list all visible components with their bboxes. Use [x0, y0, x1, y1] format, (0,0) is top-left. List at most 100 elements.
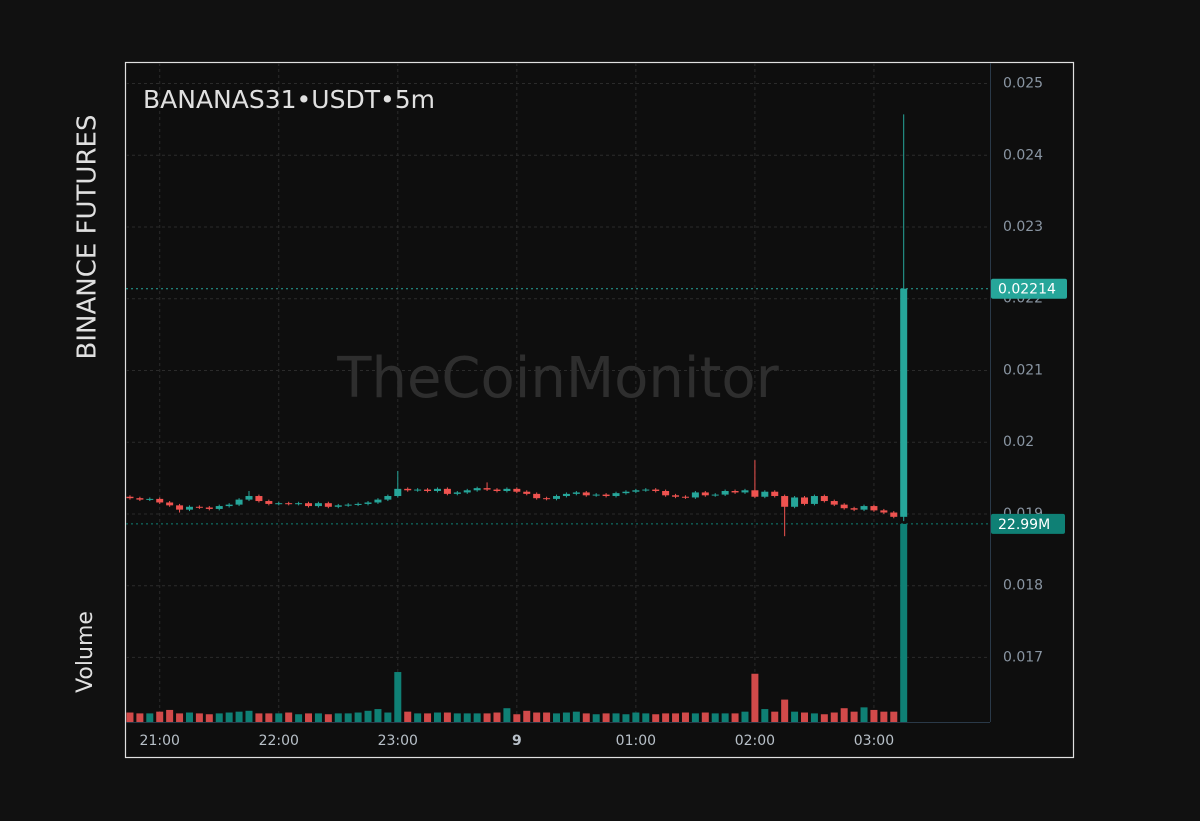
- candle-body: [245, 496, 253, 500]
- candle-body: [433, 488, 441, 491]
- volume-bar: [255, 713, 263, 722]
- volume-bar: [592, 714, 600, 722]
- volume-bar: [721, 713, 729, 722]
- candle-body: [840, 504, 848, 509]
- candle-body: [523, 491, 531, 494]
- volume-bar: [394, 672, 402, 722]
- candle-body: [592, 494, 600, 496]
- candle-body: [156, 498, 164, 503]
- candle-body: [582, 492, 590, 496]
- volume-bar: [433, 712, 441, 722]
- candle-body: [810, 496, 818, 504]
- x-tick-label: 9: [512, 733, 522, 749]
- candle-body: [463, 490, 471, 493]
- y-tick-label: 0.018: [1003, 578, 1043, 594]
- candle-body: [255, 496, 263, 502]
- volume-bar: [701, 712, 709, 722]
- candle-body: [275, 503, 283, 505]
- volume-bar: [473, 713, 481, 722]
- candle-body: [850, 508, 858, 510]
- candle-body: [374, 499, 382, 503]
- candle-body: [533, 493, 541, 499]
- volume-bar: [890, 711, 898, 722]
- candle-body: [235, 499, 243, 505]
- candle-body: [602, 494, 610, 497]
- volume-bar: [354, 712, 362, 722]
- y-tick-label: 0.02: [1003, 434, 1034, 450]
- volume-bar: [543, 712, 551, 722]
- volume-bar: [761, 709, 769, 722]
- candle-body: [483, 488, 491, 490]
- candle-body: [344, 504, 352, 506]
- last-price-tag: [991, 278, 1067, 299]
- candle-body: [503, 488, 511, 491]
- y-tick-label: 0.017: [1003, 649, 1043, 665]
- candle-body: [672, 495, 680, 497]
- volume-bar: [513, 714, 521, 722]
- candle-body: [830, 501, 838, 505]
- candle-body: [562, 493, 570, 497]
- candle-body: [880, 510, 888, 513]
- candle-body: [384, 496, 392, 500]
- candle-body: [314, 503, 322, 507]
- candle-body: [166, 502, 174, 506]
- last-volume-label: 22.99M: [998, 517, 1050, 533]
- y-tick-label: 0.025: [1003, 76, 1043, 92]
- volume-bar: [414, 713, 422, 722]
- volume-bar: [602, 713, 610, 722]
- volume-bar: [771, 711, 779, 722]
- volume-bar: [334, 713, 342, 722]
- candle-body: [453, 492, 461, 494]
- candle-body: [136, 498, 144, 500]
- volume-bar: [314, 713, 322, 722]
- candle-body: [622, 491, 630, 494]
- volume-bar: [672, 713, 680, 722]
- volume-bar: [195, 713, 203, 722]
- candle-body: [890, 512, 898, 517]
- volume-bar: [860, 707, 868, 722]
- volume-bar: [235, 711, 243, 722]
- candle-body: [205, 507, 213, 509]
- candle-body: [681, 496, 689, 498]
- volume-bar: [880, 711, 888, 722]
- candle-body: [513, 488, 521, 492]
- candle-body: [820, 496, 828, 502]
- candle-body: [870, 506, 878, 511]
- volume-bar: [820, 714, 828, 722]
- volume-bar: [731, 713, 739, 722]
- candle-body: [305, 503, 313, 507]
- volume-bar: [225, 712, 233, 722]
- last-volume-tag: [991, 513, 1065, 534]
- candle-body: [176, 505, 184, 510]
- volume-bar: [612, 713, 620, 722]
- volume-bar: [344, 713, 352, 722]
- candle-body: [414, 489, 422, 491]
- volume-bar: [711, 713, 719, 722]
- volume-bar: [493, 712, 501, 722]
- chart-title: BANANAS31•USDT•5m: [143, 85, 435, 114]
- candle-body: [662, 491, 670, 496]
- candle-body: [354, 503, 362, 505]
- candle-body: [860, 506, 868, 510]
- volume-bar: [295, 714, 303, 722]
- volume-bar: [443, 712, 451, 722]
- candle-body: [691, 492, 699, 498]
- candle-body: [701, 492, 709, 496]
- x-tick-label: 03:00: [854, 733, 894, 749]
- volume-bar: [791, 711, 799, 722]
- candle-body: [572, 492, 580, 494]
- y-tick-label: 0.021: [1003, 362, 1043, 378]
- volume-bar: [384, 712, 392, 722]
- candle-body: [215, 506, 223, 509]
- volume-bar: [275, 713, 283, 722]
- candle-body: [473, 488, 481, 491]
- volume-bar: [126, 712, 134, 722]
- volume-bar: [622, 714, 630, 722]
- volume-bar: [691, 713, 699, 722]
- volume-bar: [781, 699, 789, 722]
- candle-body: [404, 488, 412, 491]
- volume-bar: [900, 523, 908, 722]
- volume-bar: [136, 713, 144, 722]
- candle-body: [632, 490, 640, 492]
- volume-bar: [801, 712, 809, 722]
